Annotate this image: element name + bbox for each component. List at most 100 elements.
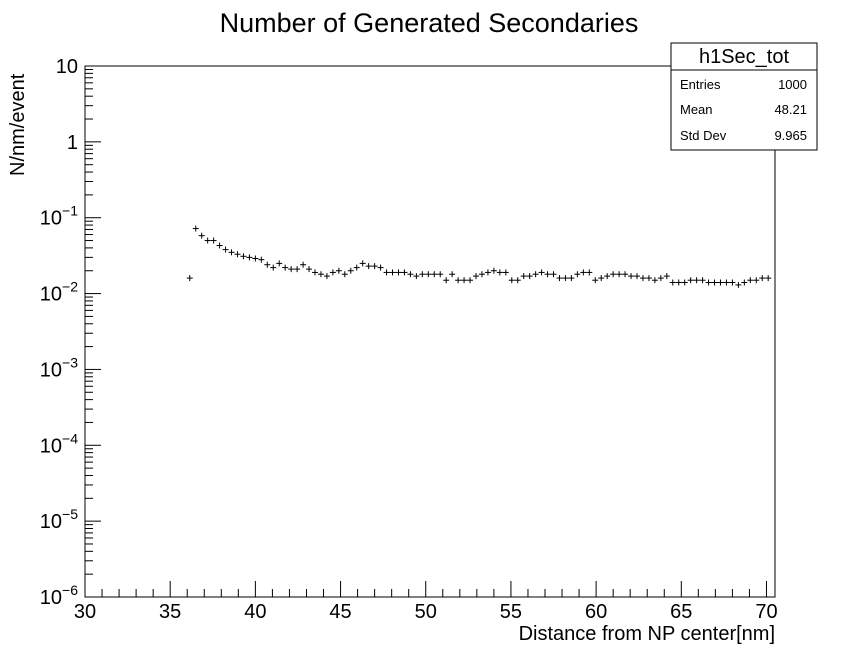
stats-mean-value: 48.21 xyxy=(774,102,807,117)
x-tick-label: 40 xyxy=(244,601,266,623)
data-point xyxy=(371,263,378,270)
stats-stddev-label: Std Dev xyxy=(680,128,727,143)
y-axis-ticks xyxy=(85,65,101,598)
data-point xyxy=(538,269,545,276)
data-point xyxy=(604,273,611,280)
data-point xyxy=(252,255,259,262)
data-point xyxy=(216,242,223,249)
data-point xyxy=(705,279,712,286)
x-axis-label: Distance from NP center[nm] xyxy=(519,623,775,645)
data-point xyxy=(723,279,730,286)
data-point xyxy=(765,275,772,282)
stats-entries-label: Entries xyxy=(680,77,721,92)
data-point xyxy=(186,275,193,282)
data-point xyxy=(520,273,527,280)
x-tick-labels: 30 35 40 45 50 55 60 65 70 xyxy=(74,601,778,623)
data-point xyxy=(610,271,617,278)
data-point xyxy=(663,273,670,280)
data-point xyxy=(365,263,372,270)
data-point xyxy=(455,277,462,284)
y-tick-base: 1 xyxy=(67,132,78,154)
data-point xyxy=(645,275,652,282)
data-point xyxy=(544,271,551,278)
data-point xyxy=(747,277,754,284)
data-point xyxy=(514,277,521,284)
data-point xyxy=(383,269,390,276)
data-point xyxy=(228,249,235,256)
data-point xyxy=(616,271,623,278)
plot-frame xyxy=(84,65,776,598)
data-point xyxy=(484,269,491,276)
data-point xyxy=(192,225,199,232)
data-point xyxy=(669,279,676,286)
data-point xyxy=(699,277,706,284)
stats-box-frame xyxy=(670,42,818,151)
data-point xyxy=(401,269,408,276)
y-tick-label: 10−6 xyxy=(40,582,78,609)
y-tick-base: 10 xyxy=(40,435,62,457)
data-point xyxy=(741,279,748,286)
y-tick-base: 10 xyxy=(40,284,62,306)
data-point xyxy=(306,266,313,273)
data-point xyxy=(592,277,599,284)
y-tick-label: 10−5 xyxy=(40,506,78,533)
data-point xyxy=(729,279,736,286)
data-point xyxy=(550,271,557,278)
data-point xyxy=(711,279,718,286)
data-point xyxy=(323,273,330,280)
data-point xyxy=(288,266,295,273)
data-point xyxy=(532,271,539,278)
data-point xyxy=(467,277,474,284)
y-tick-label: 10−3 xyxy=(40,354,78,381)
data-point xyxy=(628,273,635,280)
stats-box: h1Sec_tot Entries 1000 Mean 48.21 Std De… xyxy=(670,42,818,151)
data-point xyxy=(598,275,605,282)
data-point xyxy=(437,271,444,278)
y-tick-base: 10 xyxy=(40,511,62,533)
data-points xyxy=(186,225,772,288)
data-point xyxy=(449,271,456,278)
y-tick-base: 10 xyxy=(40,359,62,381)
x-tick-label: 60 xyxy=(585,601,607,623)
y-tick-base: 10 xyxy=(40,208,62,230)
y-tick-exponent: −1 xyxy=(62,203,78,219)
y-tick-exponent: −5 xyxy=(62,506,78,522)
data-point xyxy=(294,266,301,273)
data-point xyxy=(639,275,646,282)
data-point xyxy=(717,279,724,286)
data-point xyxy=(258,256,265,263)
data-point xyxy=(389,269,396,276)
data-point xyxy=(473,273,479,280)
data-point xyxy=(198,232,205,239)
data-point xyxy=(681,279,688,286)
data-point xyxy=(246,254,253,261)
data-point xyxy=(580,269,587,276)
data-point xyxy=(270,264,277,271)
data-point xyxy=(651,277,658,284)
data-point xyxy=(264,261,271,268)
y-tick-exponent: −6 xyxy=(62,582,78,598)
data-point xyxy=(675,279,682,286)
y-tick-label: 10−1 xyxy=(40,203,78,230)
y-tick-exponent: −4 xyxy=(62,430,78,446)
data-point xyxy=(574,271,581,278)
data-point xyxy=(568,275,575,282)
data-point xyxy=(496,269,503,276)
data-point xyxy=(413,273,420,280)
data-point xyxy=(353,264,360,271)
data-point xyxy=(634,273,640,280)
data-point xyxy=(359,260,366,267)
data-point xyxy=(425,271,432,278)
data-point xyxy=(526,273,533,280)
x-tick-label: 35 xyxy=(159,601,181,623)
y-axis-label: N/nm/event xyxy=(7,73,29,176)
data-point xyxy=(443,277,450,284)
x-tick-label: 55 xyxy=(500,601,522,623)
data-point xyxy=(300,261,307,268)
data-point xyxy=(419,271,426,278)
x-axis-ticks xyxy=(84,581,767,597)
x-tick-label: 45 xyxy=(329,601,351,623)
data-point xyxy=(502,269,509,276)
